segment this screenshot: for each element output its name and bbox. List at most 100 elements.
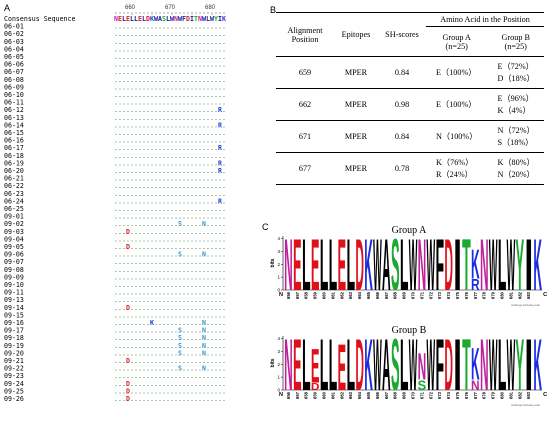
match-dot: .: [182, 296, 186, 304]
logo-y-tick-label: 1: [277, 275, 280, 280]
match-dot: .: [158, 182, 162, 190]
alignment-row: 06-20 ..........................R.: [4, 167, 226, 175]
match-dot: .: [206, 23, 210, 31]
alignment-row: 06-15............................: [4, 129, 226, 137]
match-dot: .: [134, 53, 138, 61]
match-dot: .: [186, 273, 190, 281]
alignment-row: 09-08............................: [4, 266, 226, 274]
match-dot: .: [114, 53, 118, 61]
match-dot: .: [190, 76, 194, 84]
match-dot: .: [210, 83, 214, 91]
match-dot: .: [202, 129, 206, 137]
match-dot: .: [138, 228, 142, 236]
logo-letter: W: [373, 226, 382, 307]
match-dot: .: [218, 380, 222, 388]
match-dot: .: [178, 258, 182, 266]
match-dot: .: [142, 114, 146, 122]
match-dot: .: [178, 289, 182, 297]
match-dot: .: [202, 99, 206, 107]
match-dot: .: [190, 342, 194, 350]
row-label: 06-15: [4, 129, 24, 137]
match-dot: .: [122, 342, 126, 350]
match-dot: .: [186, 106, 190, 114]
match-dot: .: [126, 68, 130, 76]
match-dot: .: [206, 220, 210, 228]
logo-letter: K: [471, 241, 480, 288]
match-dot: .: [150, 349, 154, 357]
match-dot: .: [154, 342, 158, 350]
match-dot: .: [114, 38, 118, 46]
match-dot: .: [130, 289, 134, 297]
logo-letter: W: [427, 226, 436, 307]
match-dot: .: [194, 83, 198, 91]
header-group-a-label: Group A: [442, 32, 471, 42]
match-dot: .: [146, 45, 150, 53]
logo-letter: N: [418, 226, 427, 307]
match-dot: .: [186, 251, 190, 259]
match-dot: .: [162, 137, 166, 145]
match-dot: .: [206, 114, 210, 122]
row-label: 06-19: [4, 159, 24, 167]
match-dot: .: [158, 175, 162, 183]
match-dot: .: [214, 99, 218, 107]
match-dot: .: [198, 213, 202, 221]
match-dot: .: [222, 190, 226, 198]
row-sequence: ................S.....N.....: [114, 334, 226, 342]
match-dot: .: [170, 213, 174, 221]
match-dot: .: [162, 190, 166, 198]
match-dot: .: [166, 213, 170, 221]
alignment-row: 09-06 ................S.....N.....: [4, 251, 226, 259]
match-dot: .: [194, 205, 198, 213]
match-dot: .: [130, 220, 134, 228]
match-dot: .: [186, 167, 190, 175]
match-dot: .: [222, 129, 226, 137]
match-dot: .: [146, 30, 150, 38]
match-dot: .: [178, 175, 182, 183]
match-dot: .: [122, 357, 126, 365]
match-dot: .: [154, 23, 158, 31]
match-dot: .: [210, 258, 214, 266]
match-dot: .: [150, 68, 154, 76]
match-dot: .: [190, 121, 194, 129]
mutation-residue: N: [202, 251, 206, 259]
match-dot: .: [142, 213, 146, 221]
match-dot: .: [150, 273, 154, 281]
match-dot: .: [190, 205, 194, 213]
row-sequence: ...D........................: [114, 243, 226, 251]
match-dot: .: [206, 258, 210, 266]
match-dot: .: [126, 334, 130, 342]
match-dot: .: [162, 61, 166, 69]
match-dot: .: [218, 213, 222, 221]
match-dot: .: [182, 53, 186, 61]
match-dot: .: [114, 334, 118, 342]
match-dot: .: [134, 311, 138, 319]
match-dot: .: [146, 258, 150, 266]
logo-letter: S: [391, 326, 400, 407]
alignment-row: 09-15............................: [4, 311, 226, 319]
match-dot: .: [130, 372, 134, 380]
match-dot: .: [118, 53, 122, 61]
match-dot: .: [126, 190, 130, 198]
match-dot: .: [158, 205, 162, 213]
match-dot: .: [174, 357, 178, 365]
mutation-residue: N: [202, 342, 206, 350]
match-dot: .: [142, 296, 146, 304]
match-dot: .: [118, 38, 122, 46]
match-dot: .: [130, 296, 134, 304]
match-dot: .: [134, 304, 138, 312]
match-dot: .: [142, 197, 146, 205]
match-dot: .: [186, 30, 190, 38]
match-dot: .: [138, 289, 142, 297]
match-dot: .: [198, 23, 202, 31]
epitope-cell: MPER: [344, 100, 368, 109]
match-dot: .: [190, 258, 194, 266]
amino-acid-frequency: S（18%）: [497, 137, 534, 147]
match-dot: .: [222, 114, 226, 122]
mutation-residue: N: [202, 349, 206, 357]
match-dot: .: [122, 121, 126, 129]
match-dot: .: [222, 251, 226, 259]
match-dot: .: [194, 327, 198, 335]
logo-letter: D: [355, 226, 364, 307]
logo-letter: F: [435, 226, 444, 307]
match-dot: .: [190, 380, 194, 388]
